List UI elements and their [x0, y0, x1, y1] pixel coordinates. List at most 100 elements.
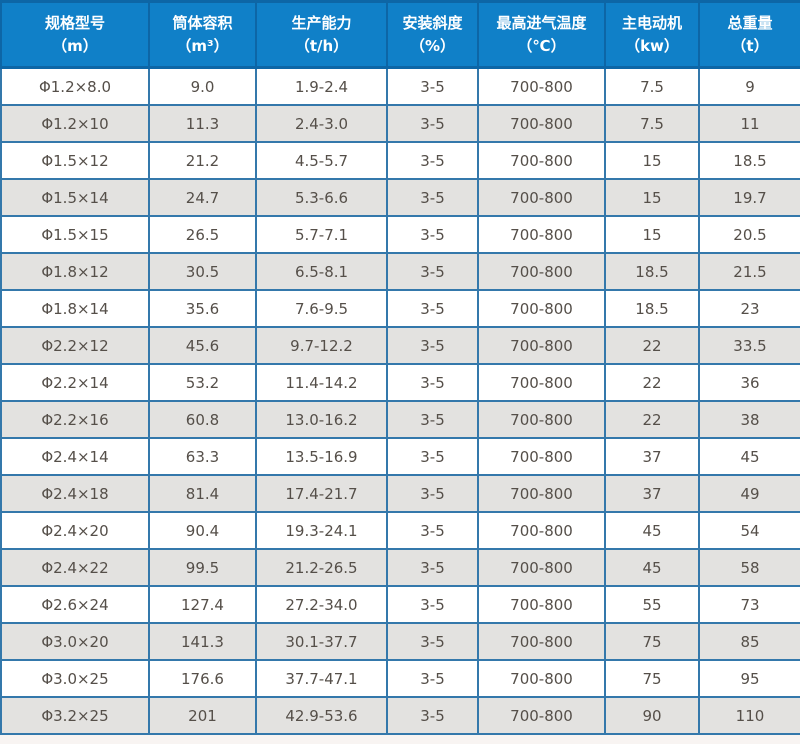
table-cell: 22	[604, 363, 700, 402]
table-cell: 55	[604, 585, 700, 624]
table-cell: Φ3.0×20	[0, 622, 150, 661]
column-header-1: 规格型号 （m）	[0, 0, 150, 69]
table-cell: Φ2.4×18	[0, 474, 150, 513]
table-cell: Φ2.4×20	[0, 511, 150, 550]
column-header-4: 安装斜度 （%）	[386, 0, 479, 69]
table-cell: 15	[604, 178, 700, 217]
table-row: Φ2.4×20 90.4 19.3-24.1 3-5 700-800 45 54	[0, 511, 800, 550]
column-label: 安装斜度	[402, 13, 463, 32]
table-cell: 700-800	[477, 215, 606, 254]
column-header-3: 生产能力 （t/h）	[255, 0, 388, 69]
table-cell: 42.9-53.6	[255, 696, 388, 735]
column-unit: （t）	[731, 36, 769, 55]
table-row: Φ3.2×25 201 42.9-53.6 3-5 700-800 90 110	[0, 696, 800, 735]
table-cell: 141.3	[148, 622, 257, 661]
table-row: Φ2.6×24 127.4 27.2-34.0 3-5 700-800 55 73	[0, 585, 800, 624]
table-cell: 700-800	[477, 141, 606, 180]
header-row: 规格型号 （m） 筒体容积 （m³） 生产能力 （t/h） 安装斜度 （%） 最高进气温度 （℃）…	[0, 0, 800, 69]
table-cell: 63.3	[148, 437, 257, 476]
table-cell: 20.5	[698, 215, 800, 254]
table-cell: 18.5	[604, 289, 700, 328]
table-cell: 3-5	[386, 400, 479, 439]
table-cell: 6.5-8.1	[255, 252, 388, 291]
table-cell: 37	[604, 474, 700, 513]
table-cell: 3-5	[386, 659, 479, 698]
table-cell: 700-800	[477, 437, 606, 476]
column-unit: （m³）	[176, 36, 229, 55]
table-row: Φ2.2×12 45.6 9.7-12.2 3-5 700-800 22 33.5	[0, 326, 800, 365]
table-cell: 37.7-47.1	[255, 659, 388, 698]
table-row: Φ1.8×14 35.6 7.6-9.5 3-5 700-800 18.5 23	[0, 289, 800, 328]
table-cell: 3-5	[386, 252, 479, 291]
table-cell: 3-5	[386, 326, 479, 365]
table-cell: 22	[604, 400, 700, 439]
table-cell: 700-800	[477, 400, 606, 439]
table-cell: 7.6-9.5	[255, 289, 388, 328]
table-cell: 127.4	[148, 585, 257, 624]
table-cell: 26.5	[148, 215, 257, 254]
table-body: Φ1.2×8.0 9.0 1.9-2.4 3-5 700-800 7.5 9 Φ1.2×10 1…	[0, 66, 800, 735]
table-cell: 24.7	[148, 178, 257, 217]
table-cell: 73	[698, 585, 800, 624]
table-cell: 11	[698, 104, 800, 143]
page-background-strip	[0, 735, 800, 744]
table-cell: 176.6	[148, 659, 257, 698]
table-cell: 5.7-7.1	[255, 215, 388, 254]
table-cell: 9.7-12.2	[255, 326, 388, 365]
table-cell: 99.5	[148, 548, 257, 587]
table-cell: 21.2	[148, 141, 257, 180]
table-cell: 3-5	[386, 289, 479, 328]
table-row: Φ3.0×25 176.6 37.7-47.1 3-5 700-800 75 95	[0, 659, 800, 698]
table-cell: 90.4	[148, 511, 257, 550]
table-cell: 85	[698, 622, 800, 661]
table-cell: 15	[604, 141, 700, 180]
table-cell: 3-5	[386, 178, 479, 217]
table-cell: 700-800	[477, 326, 606, 365]
column-unit: （t/h）	[294, 36, 349, 55]
table-cell: 13.5-16.9	[255, 437, 388, 476]
table-cell: 22	[604, 326, 700, 365]
table-cell: 81.4	[148, 474, 257, 513]
table-cell: 60.8	[148, 400, 257, 439]
table-row: Φ1.5×14 24.7 5.3-6.6 3-5 700-800 15 19.7	[0, 178, 800, 217]
table-cell: Φ2.2×16	[0, 400, 150, 439]
table-cell: 7.5	[604, 66, 700, 106]
table-cell: 53.2	[148, 363, 257, 402]
table-cell: 95	[698, 659, 800, 698]
table-cell: Φ1.5×15	[0, 215, 150, 254]
table-cell: 17.4-21.7	[255, 474, 388, 513]
table-cell: 4.5-5.7	[255, 141, 388, 180]
table-cell: 58	[698, 548, 800, 587]
table-cell: 3-5	[386, 511, 479, 550]
table-cell: 700-800	[477, 548, 606, 587]
table-header: 规格型号 （m） 筒体容积 （m³） 生产能力 （t/h） 安装斜度 （%） 最高进气温度 （℃）…	[0, 0, 800, 69]
table-row: Φ2.2×14 53.2 11.4-14.2 3-5 700-800 22 36	[0, 363, 800, 402]
table-row: Φ2.4×22 99.5 21.2-26.5 3-5 700-800 45 58	[0, 548, 800, 587]
table-cell: 9.0	[148, 66, 257, 106]
table-row: Φ2.2×16 60.8 13.0-16.2 3-5 700-800 22 38	[0, 400, 800, 439]
table-row: Φ3.0×20 141.3 30.1-37.7 3-5 700-800 75 85	[0, 622, 800, 661]
table-cell: 49	[698, 474, 800, 513]
table-cell: 3-5	[386, 215, 479, 254]
column-label: 总重量	[727, 13, 773, 32]
table-cell: 700-800	[477, 289, 606, 328]
table-cell: 30.5	[148, 252, 257, 291]
table-cell: Φ1.5×14	[0, 178, 150, 217]
column-label: 最高进气温度	[496, 13, 587, 32]
table-cell: 700-800	[477, 252, 606, 291]
table-cell: 700-800	[477, 178, 606, 217]
table-cell: 3-5	[386, 363, 479, 402]
table-row: Φ1.2×10 11.3 2.4-3.0 3-5 700-800 7.5 11	[0, 104, 800, 143]
table-cell: 3-5	[386, 696, 479, 735]
table-cell: 19.3-24.1	[255, 511, 388, 550]
table-cell: 700-800	[477, 104, 606, 143]
table-cell: Φ2.2×14	[0, 363, 150, 402]
table-cell: 9	[698, 66, 800, 106]
table-cell: 21.5	[698, 252, 800, 291]
table-cell: 54	[698, 511, 800, 550]
table-cell: 13.0-16.2	[255, 400, 388, 439]
table-cell: 3-5	[386, 104, 479, 143]
table-cell: 45.6	[148, 326, 257, 365]
table-cell: 201	[148, 696, 257, 735]
